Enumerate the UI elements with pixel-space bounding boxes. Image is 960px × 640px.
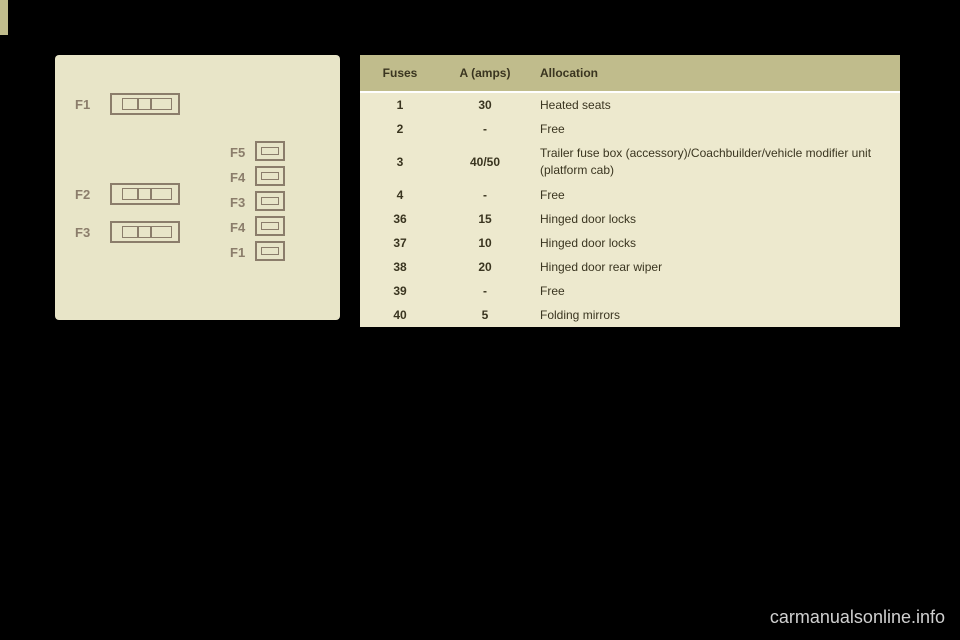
cell-fuse: 39 [360,284,440,298]
fuse-diagram: F1 F2 F3 F5 F4 F3 F4 F1 [55,55,340,320]
diagram-label-f5: F5 [230,145,245,160]
table-row: 40 5 Folding mirrors [360,303,900,327]
cell-fuse: 40 [360,308,440,322]
table-row: 4 - Free [360,183,900,207]
cell-amps: - [440,188,530,202]
fuse-v-4b [255,216,285,236]
watermark: carmanualsonline.info [770,607,945,628]
cell-fuse: 2 [360,122,440,136]
diagram-label-f2: F2 [75,187,90,202]
cell-allocation: Heated seats [530,97,900,114]
fuse-v-3 [255,191,285,211]
header-fuses: Fuses [360,66,440,80]
diagram-label-f3-right: F3 [230,195,245,210]
diagram-label-f4-2: F4 [230,220,245,235]
table-row: 3 40/50 Trailer fuse box (accessory)/Coa… [360,141,900,183]
cell-amps: 10 [440,236,530,250]
cell-allocation: Hinged door locks [530,211,900,228]
fuse-v-4a [255,166,285,186]
cell-amps: - [440,284,530,298]
cell-fuse: 3 [360,155,440,169]
fuse-table: Fuses A (amps) Allocation 1 30 Heated se… [360,55,900,327]
cell-allocation: Folding mirrors [530,307,900,324]
cell-amps: 40/50 [440,155,530,169]
table-row: 36 15 Hinged door locks [360,207,900,231]
cell-allocation: Trailer fuse box (accessory)/Coachbuilde… [530,145,900,179]
fuse-h-1 [110,93,180,115]
cell-amps: - [440,122,530,136]
accent-bar [0,0,8,35]
diagram-label-f3-left: F3 [75,225,90,240]
cell-fuse: 36 [360,212,440,226]
table-row: 39 - Free [360,279,900,303]
cell-allocation: Hinged door locks [530,235,900,252]
fuse-v-5 [255,141,285,161]
cell-amps: 15 [440,212,530,226]
fuse-h-3 [110,221,180,243]
cell-fuse: 4 [360,188,440,202]
cell-fuse: 38 [360,260,440,274]
diagram-label-f1: F1 [75,97,90,112]
header-allocation: Allocation [530,66,900,80]
table-row: 1 30 Heated seats [360,93,900,117]
cell-amps: 30 [440,98,530,112]
cell-allocation: Free [530,283,900,300]
cell-allocation: Free [530,187,900,204]
table-row: 38 20 Hinged door rear wiper [360,255,900,279]
cell-fuse: 1 [360,98,440,112]
table-row: 37 10 Hinged door locks [360,231,900,255]
cell-amps: 20 [440,260,530,274]
diagram-label-f1-right: F1 [230,245,245,260]
fuse-v-1 [255,241,285,261]
cell-fuse: 37 [360,236,440,250]
table-header: Fuses A (amps) Allocation [360,55,900,91]
cell-allocation: Free [530,121,900,138]
fuse-h-2 [110,183,180,205]
diagram-label-f4-1: F4 [230,170,245,185]
table-body: 1 30 Heated seats 2 - Free 3 40/50 Trail… [360,91,900,327]
header-amps: A (amps) [440,66,530,80]
cell-allocation: Hinged door rear wiper [530,259,900,276]
cell-amps: 5 [440,308,530,322]
table-row: 2 - Free [360,117,900,141]
